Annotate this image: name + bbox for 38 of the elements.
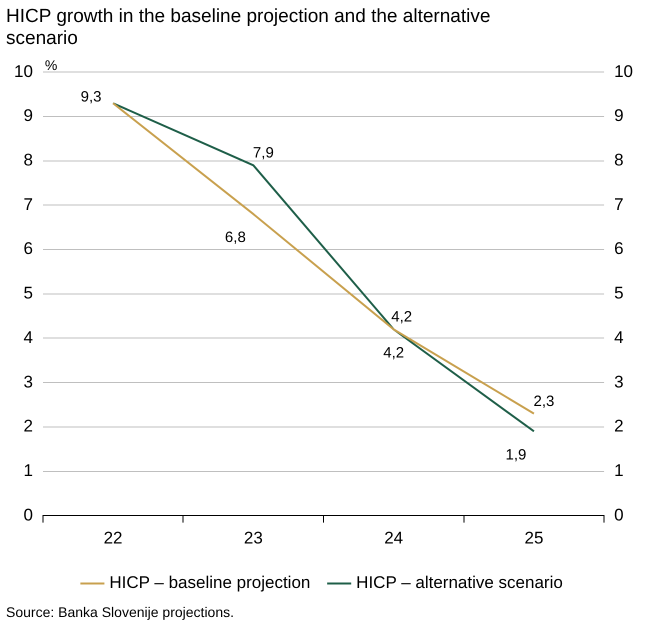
y2-tick-label: 0 bbox=[614, 505, 624, 524]
y2-tick-label: 3 bbox=[614, 372, 624, 392]
legend-label: HICP – baseline projection bbox=[109, 573, 310, 592]
x-tick-label: 25 bbox=[524, 528, 544, 548]
source-note: Source: Banka Slovenije projections. bbox=[6, 604, 234, 620]
y2-tick-label: 7 bbox=[614, 194, 624, 214]
y-tick-label: 1 bbox=[23, 460, 33, 480]
y-tick-label: 9 bbox=[23, 106, 33, 126]
y2-tick-label: 9 bbox=[614, 106, 624, 126]
legend-label: HICP – alternative scenario bbox=[356, 573, 563, 592]
y-tick-label: 7 bbox=[23, 194, 33, 214]
y2-tick-label: 1 bbox=[614, 460, 624, 480]
y2-tick-label: 8 bbox=[614, 150, 624, 170]
data-label: 7,9 bbox=[252, 144, 274, 162]
data-label: 4,2 bbox=[391, 308, 412, 326]
y2-tick-label: 6 bbox=[614, 239, 624, 258]
y-tick-label: 0 bbox=[23, 505, 33, 524]
y-tick-label: 6 bbox=[23, 239, 33, 258]
y-tick-label: 10 bbox=[14, 62, 33, 81]
y-tick-label: 4 bbox=[23, 328, 33, 347]
data-label: 2,3 bbox=[534, 392, 554, 410]
y-axis-title: % bbox=[44, 57, 58, 74]
x-tick-label: 23 bbox=[244, 528, 263, 548]
y-tick-label: 2 bbox=[23, 416, 33, 436]
data-label: 1,9 bbox=[506, 446, 526, 464]
x-tick-label: 22 bbox=[104, 528, 123, 548]
y-tick-label: 3 bbox=[23, 372, 33, 392]
y2-tick-label: 2 bbox=[614, 416, 624, 436]
x-tick-label: 24 bbox=[384, 528, 404, 548]
y-tick-label: 5 bbox=[23, 284, 33, 303]
data-label: 6,8 bbox=[224, 229, 246, 246]
data-label: 4,2 bbox=[383, 344, 404, 362]
y2-tick-label: 10 bbox=[614, 62, 634, 81]
data-label: 9,3 bbox=[80, 88, 102, 106]
y2-tick-label: 5 bbox=[614, 284, 624, 303]
chart-title: HICP growth in the baseline projection and the alternative scenario bbox=[6, 6, 492, 50]
y2-tick-label: 4 bbox=[614, 328, 624, 347]
y-tick-label: 8 bbox=[23, 150, 33, 170]
